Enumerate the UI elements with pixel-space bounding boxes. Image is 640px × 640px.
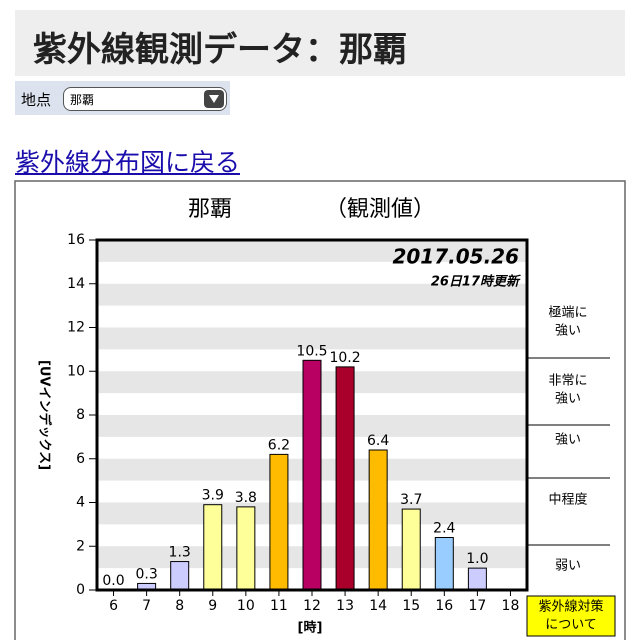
value-label: 0.3 [135,566,157,582]
selector: 地点 那覇 [15,81,230,115]
stripe [97,327,527,350]
dropdown-arrow [204,90,224,108]
value-label: 10.5 [296,343,327,359]
bar [236,506,256,591]
dropdown-value: 那覇 [70,93,95,107]
level-label: 強い [555,324,581,339]
bar [203,504,223,591]
x-tick-label: 14 [369,598,387,614]
level-label: 強い [555,433,581,448]
header: 紫外線観測データ：那覇 [15,10,625,76]
level-label: 非常に [548,374,587,389]
button-text: について [545,618,597,633]
bar [368,449,388,591]
x-tick-label: 15 [402,598,420,614]
x-tick-label: 16 [435,598,453,614]
x-tick-label: 8 [175,598,184,614]
chart-subtitle: （観測値） [325,197,435,222]
x-tick-label: 12 [303,598,321,614]
level-label: 中程度 [548,492,587,508]
y-tick-label: 14 [67,276,85,292]
value-label: 1.0 [466,551,488,567]
x-tick-label: 9 [208,598,217,614]
stripe [97,240,527,262]
y-tick-label: 10 [67,363,85,379]
level-label: 弱い [555,559,581,574]
plot-frame [95,238,529,592]
value-label: 3.7 [400,492,422,508]
value-label: 3.8 [235,490,257,506]
y-tick-label: 6 [76,451,85,467]
y-tick-label: 12 [67,320,85,336]
stripe [97,283,527,306]
dropdown[interactable]: 那覇 [63,87,227,111]
bar [401,508,421,591]
y-tick-label: 16 [67,232,85,248]
x-tick-label: 17 [468,598,486,614]
button-text: 紫外線対策 [538,599,603,615]
bar [170,561,190,591]
bar [302,359,322,591]
value-label: 6.2 [268,437,290,453]
y-tick-label: 8 [76,407,85,423]
y-axis-label: [UVインデックス] [37,360,53,470]
y-tick-label: 2 [76,538,85,554]
x-tick-label: 10 [237,598,255,614]
y-tick-label: 4 [76,495,85,511]
value-label: 6.4 [367,433,389,449]
value-label: 0.0 [102,573,124,589]
value-label: 3.9 [202,488,224,504]
level-label: 極端に [548,305,587,321]
value-label: 1.3 [169,545,191,561]
level-label: 強い [555,392,581,407]
bar [467,567,487,591]
page-title: 紫外線観測データ：那覇 [33,30,407,70]
x-tick-label: 6 [109,598,118,614]
x-tick-label: 13 [336,598,354,614]
chart-title: 那覇 [188,197,232,222]
chart-frame [14,180,626,640]
value-label: 2.4 [433,521,455,537]
y-tick-label: 0 [76,582,85,598]
value-label: 10.2 [329,350,360,366]
selector-label: 地点 [21,91,52,109]
bar [335,366,355,591]
back-link[interactable]: 紫外線分布図に戻る [15,148,241,177]
x-tick-label: 11 [270,598,288,614]
x-tick-label: 18 [502,598,520,614]
bar [434,537,454,591]
x-tick-label: 7 [142,598,151,614]
date: 2017.05.26 [392,245,519,269]
x-axis-label: [時] [298,620,323,636]
bar [269,453,289,591]
updated: 26日17時更新 [431,274,521,290]
advice-button[interactable] [526,595,616,637]
